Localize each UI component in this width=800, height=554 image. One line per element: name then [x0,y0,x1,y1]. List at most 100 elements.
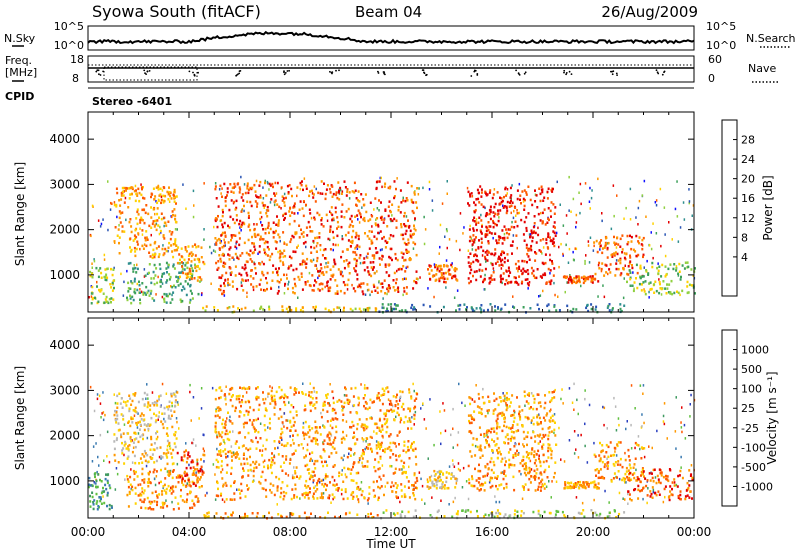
echo-cell [366,437,369,440]
echo-cell [549,258,552,262]
echo-cell [394,257,397,260]
echo-cell [577,456,580,459]
echo-cell [169,472,172,476]
echo-cell [129,193,132,196]
echo-cell [348,399,351,402]
echo-cell [567,281,570,284]
echo-cell [681,430,683,434]
echo-cell [396,411,399,414]
echo-cell [401,309,404,312]
echo-cell [610,227,613,231]
echo-cell [174,485,177,489]
echo-cell [486,193,489,196]
echo-cell [387,284,390,287]
echo-cell [506,236,509,240]
echo-cell [230,236,233,239]
echo-cell [162,486,164,490]
echo-cell [282,261,284,264]
echo-cell [273,413,276,416]
echo-cell [108,297,111,301]
echo-cell [312,196,315,199]
echo-cell [403,421,406,424]
echo-cell [155,470,158,473]
echo-cell [225,456,227,459]
echo-cell [304,432,307,436]
echo-cell [285,243,288,246]
echo-cell [238,186,241,189]
echo-cell [516,197,519,201]
echo-cell [627,502,629,505]
echo-cell [305,266,308,269]
echo-cell [407,480,410,483]
echo-cell [370,274,373,278]
echo-cell [314,459,317,463]
echo-cell [600,269,603,273]
echo-cell [391,203,394,206]
echo-cell [188,480,191,484]
echo-cell [309,475,312,479]
echo-cell [137,421,140,424]
echo-cell [241,266,244,269]
echo-cell [263,487,265,491]
echo-cell [401,472,404,475]
echo-cell [317,287,320,291]
echo-cell [268,458,271,462]
echo-cell [602,284,604,287]
echo-cell [617,243,620,246]
echo-cell [140,418,143,421]
echo-cell [351,190,354,193]
echo-cell [238,272,241,275]
echo-cell [168,241,171,245]
echo-cell [278,236,281,239]
echo-cell [148,263,151,266]
echo-cell [360,493,363,497]
echo-cell [296,433,299,437]
echo-cell [284,472,287,475]
echo-cell [427,486,430,489]
echo-cell [308,394,310,397]
echo-cell [474,444,477,448]
echo-cell [371,436,373,439]
echo-cell [113,433,116,436]
echo-cell [131,421,134,424]
echo-cell [364,193,367,196]
echo-cell [173,410,176,413]
echo-cell [383,389,386,393]
echo-cell [118,236,121,239]
echo-cell [658,281,661,284]
echo-cell [301,207,304,210]
echo-cell [678,262,681,266]
echo-cell [240,404,242,408]
echo-cell [106,267,109,270]
echo-cell [319,269,322,273]
echo-cell [553,244,556,248]
echo-cell [285,444,288,447]
echo-cell [162,244,164,247]
echo-cell [500,278,503,281]
echo-cell [527,212,530,215]
echo-cell [413,423,415,426]
echo-cell [134,406,137,410]
echo-cell [309,459,311,462]
echo-cell [323,426,326,429]
echo-cell [363,387,366,390]
echo-cell [343,394,346,397]
echo-cell [170,197,173,200]
echo-cell [147,423,150,426]
echo-cell [379,216,382,220]
nave-dot [615,72,618,75]
echo-cell [482,280,484,284]
echo-cell [199,276,202,279]
echo-cell [318,232,321,235]
echo-cell [369,218,372,221]
echo-cell [413,417,416,420]
echo-cell [364,447,366,451]
echo-cell [271,386,273,390]
echo-cell [361,452,364,455]
echo-cell [371,268,374,271]
echo-cell [273,398,276,401]
echo-cell [448,268,451,271]
echo-cell [522,306,525,309]
echo-cell [393,409,396,413]
echo-cell [118,224,120,227]
